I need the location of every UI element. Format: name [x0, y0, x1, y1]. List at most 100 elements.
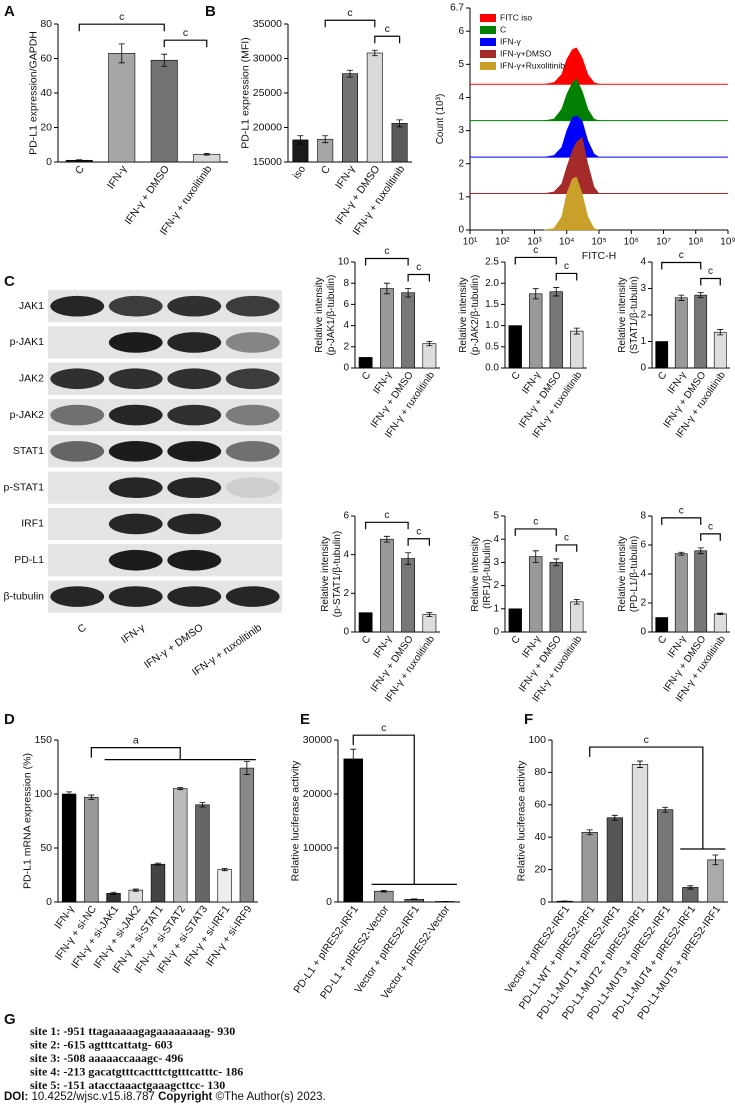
blot-row-label: p-JAK1 [10, 336, 45, 348]
panel-letter: B [205, 3, 216, 20]
bar [358, 612, 373, 633]
bar [570, 330, 584, 369]
y-tick-label: 20000 [303, 788, 332, 800]
y-tick-label: 6 [458, 26, 464, 37]
significance-label: c [347, 7, 352, 19]
blot-band [225, 586, 280, 607]
y-axis-label: PD-L1 mRNA expression (%) [22, 753, 34, 889]
bar [674, 553, 688, 633]
x-tick-label: IFN-γ [105, 163, 130, 192]
significance-bracket [163, 39, 208, 48]
x-tick-label: C [360, 370, 373, 382]
significance-label: c [385, 23, 390, 35]
y-axis-label: Relative intensity [617, 536, 628, 612]
significance-bracket [514, 256, 557, 265]
blot-band [108, 477, 163, 498]
bar [508, 608, 522, 633]
error-bar [405, 288, 412, 298]
panel-letter: A [4, 3, 15, 20]
significance-label: c [381, 722, 386, 734]
x-tick-label: 10⁹ [720, 237, 735, 248]
bar [217, 869, 232, 903]
copyright-label: Copyright [158, 1091, 212, 1103]
blot-band [50, 441, 105, 462]
blot-band [225, 477, 280, 498]
error-bar [697, 547, 704, 555]
y-tick-label: 80 [534, 766, 546, 778]
sequence-line: site 1: -951 ttagaaaaagagaaaaaaaag- 930 [30, 1024, 235, 1038]
significance-label: c [679, 506, 684, 517]
panel-letter: G [4, 1011, 16, 1028]
y-tick-label: 3 [493, 557, 499, 568]
bar [366, 52, 383, 163]
y-tick-label: 3 [458, 125, 464, 136]
bar [342, 73, 358, 163]
blot-row-label: JAK2 [19, 373, 44, 385]
error-bar [717, 329, 724, 336]
legend-swatch [480, 50, 496, 58]
bar [373, 890, 394, 903]
y-tick-label: 4 [640, 569, 646, 580]
blot-band [167, 586, 222, 607]
x-tick-label: 10⁵ [591, 237, 606, 248]
error-bar [243, 761, 250, 775]
y-tick-label: 0 [540, 896, 546, 908]
blot-strip [48, 544, 282, 577]
y-tick-label: 4 [458, 92, 464, 103]
bar [195, 804, 210, 903]
y-tick-label: 8 [343, 278, 349, 289]
significance-bracket [324, 19, 376, 28]
bar [422, 614, 437, 633]
legend-swatch [480, 62, 496, 70]
y-tick-label: 100 [528, 734, 546, 746]
bar [84, 796, 99, 903]
y-tick-label: 0 [46, 156, 52, 168]
error-bar [712, 854, 719, 866]
bar [581, 832, 598, 903]
legend-label: IFN-γ+Ruxolitinib [500, 60, 565, 70]
error-bar [203, 152, 210, 156]
y-tick-label: 0.5 [485, 341, 499, 352]
blot-strip [48, 507, 282, 541]
y-tick-label: 10 [338, 257, 350, 268]
x-tick-label: C [656, 370, 669, 382]
error-bar [426, 341, 433, 347]
y-tick-label: 60 [534, 799, 546, 811]
y-tick-label: 4 [640, 257, 646, 268]
bar [379, 538, 394, 633]
blot-row-label: β-tubulin [4, 590, 45, 602]
error-bar [678, 294, 685, 301]
y-tick-label: 30000 [253, 52, 282, 64]
panel-letter: C [4, 273, 15, 290]
y-tick-label: 2 [343, 341, 349, 352]
significance-label: c [384, 246, 389, 257]
x-tick-label: 10⁸ [688, 237, 703, 248]
blot-band [108, 368, 163, 390]
y-axis-label: (PD-L1/β-tubulin) [629, 536, 640, 612]
significance-label: c [644, 734, 649, 746]
y-tick-label: 0 [458, 225, 464, 236]
blot-lane-label: C [75, 621, 88, 635]
blot-band [167, 404, 222, 426]
bar [343, 758, 364, 903]
blot-band [167, 513, 222, 535]
panel-letter: D [4, 711, 15, 728]
error-bar [573, 327, 580, 335]
x-tick-label: 10⁴ [559, 237, 574, 248]
bar [150, 863, 166, 903]
blot-band [108, 295, 163, 317]
error-bar [532, 288, 539, 300]
y-tick-label: 80 [40, 18, 52, 30]
bar [391, 123, 408, 163]
blot-band [167, 332, 222, 353]
error-bar [586, 829, 593, 836]
y-tick-label: 1 [458, 192, 464, 203]
significance-label: c [183, 27, 188, 39]
density-area [544, 78, 600, 121]
bar [61, 793, 77, 903]
blot-band [50, 586, 105, 607]
significance-bracket [589, 746, 726, 850]
significance-bracket [514, 528, 557, 536]
y-axis-label: Relative luciferase activity [289, 760, 301, 882]
